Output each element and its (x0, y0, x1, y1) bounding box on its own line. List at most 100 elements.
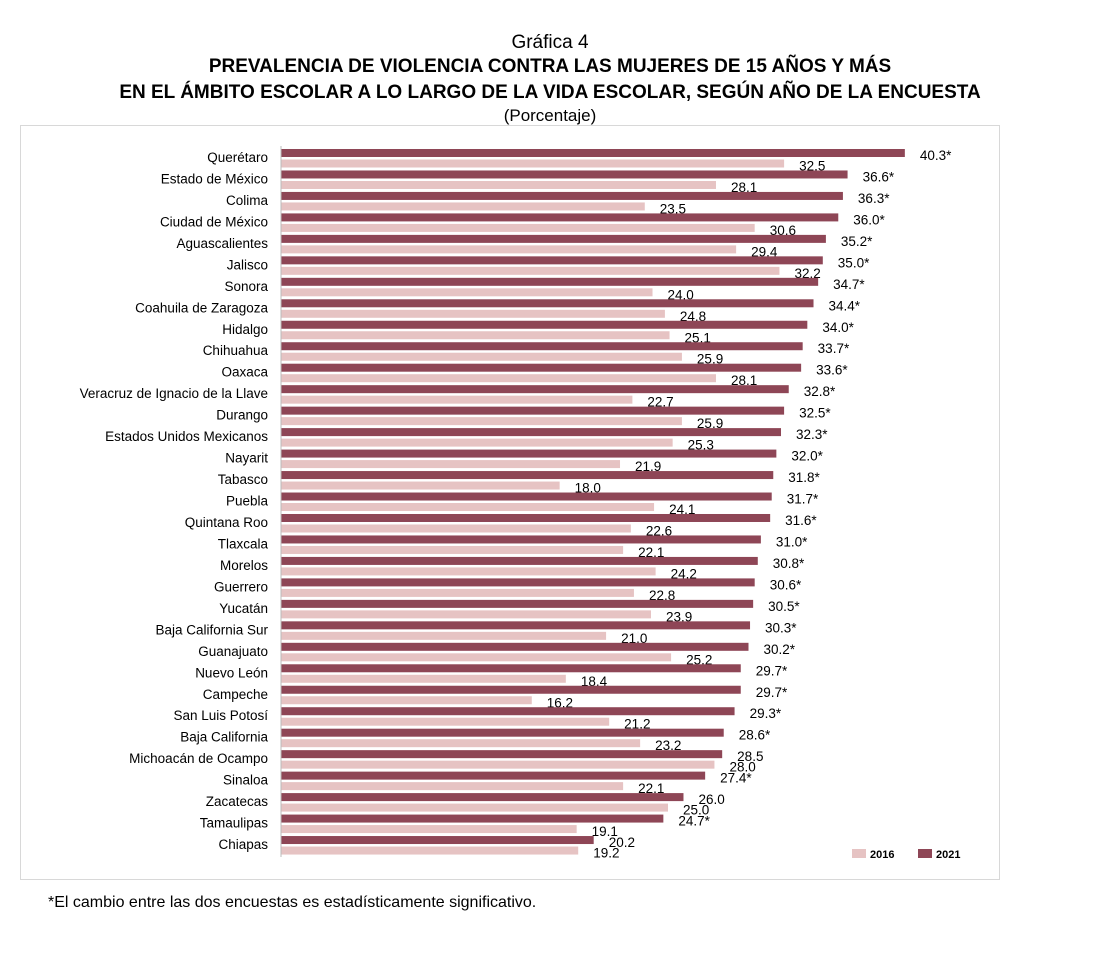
data-label-2016: 22.6 (646, 523, 672, 538)
bar-2016 (281, 653, 672, 662)
data-label-2016: 16.2 (547, 695, 573, 710)
category-label: Baja California Sur (155, 622, 268, 637)
category-label: Zacatecas (206, 794, 269, 809)
bar-2016 (281, 739, 641, 748)
category-label: Colima (226, 193, 269, 208)
bar-2016 (281, 846, 579, 855)
data-label-2021: 36.0* (853, 212, 885, 227)
legend-label-2021: 2021 (936, 849, 960, 861)
category-label: Quintana Roo (185, 515, 268, 530)
bar-2016 (281, 567, 656, 576)
data-label-2021: 36.6* (863, 169, 895, 184)
bar-2016 (281, 180, 716, 189)
data-label-2016: 23.5 (660, 201, 686, 216)
data-label-2021: 32.5* (799, 406, 831, 421)
data-label-2021: 27.4* (720, 771, 752, 786)
data-label-2021: 33.7* (818, 341, 850, 356)
data-label-2021: 30.3* (765, 620, 797, 635)
bar-2021 (281, 449, 777, 458)
bar-2016 (281, 696, 532, 705)
data-label-2021: 29.3* (750, 706, 782, 721)
category-label: Ciudad de México (160, 214, 268, 229)
data-label-2016: 23.9 (666, 609, 692, 624)
category-label: Tlaxcala (218, 536, 269, 551)
category-label: Morelos (220, 558, 268, 573)
category-label: Tamaulipas (200, 816, 269, 831)
bar-2016 (281, 245, 737, 254)
bar-2021 (281, 342, 803, 351)
data-label-2021: 40.3* (920, 148, 952, 163)
bar-2016 (281, 610, 651, 619)
data-label-2021: 35.2* (841, 234, 873, 249)
data-label-2021: 31.7* (787, 492, 819, 507)
bar-2016 (281, 460, 621, 469)
category-label: Nayarit (225, 451, 268, 466)
bar-2021 (281, 149, 905, 157)
bar-2021 (281, 406, 785, 415)
category-label: Querétaro (207, 150, 268, 165)
data-label-2016: 24.0 (668, 287, 694, 302)
category-label: Jalisco (227, 257, 268, 272)
bar-2021 (281, 213, 839, 222)
bar-2021 (281, 428, 782, 437)
data-label-2021: 30.8* (773, 556, 805, 571)
data-label-2016: 19.1 (592, 824, 618, 839)
legend-swatch-2021 (918, 849, 932, 858)
data-label-2016: 32.2 (794, 266, 820, 281)
data-label-2016: 28.0 (729, 760, 755, 775)
data-label-2021: 30.5* (768, 599, 800, 614)
data-label-2021: 26.0 (698, 792, 724, 807)
data-label-2016: 21.2 (624, 717, 650, 732)
bar-2016 (281, 309, 665, 318)
data-label-2016: 22.1 (638, 781, 664, 796)
bar-2021 (281, 750, 723, 759)
category-label: San Luis Potosí (173, 708, 268, 723)
data-label-2021: 29.7* (756, 685, 788, 700)
bar-2021 (281, 599, 754, 608)
category-label: Michoacán de Ocampo (129, 751, 268, 766)
data-label-2021: 31.6* (785, 513, 817, 528)
chart-title: Gráfica 4 (511, 32, 589, 53)
data-label-2021: 24.7* (678, 814, 710, 829)
category-label: Estados Unidos Mexicanos (105, 429, 268, 444)
chart-frame (20, 125, 1000, 880)
data-label-2016: 25.9 (697, 416, 723, 431)
bar-2016 (281, 503, 655, 512)
bar-2021 (281, 556, 758, 565)
data-label-2016: 18.0 (575, 481, 601, 496)
category-label: Veracruz de Ignacio de la Llave (80, 386, 268, 401)
data-label-2016: 22.1 (638, 545, 664, 560)
data-label-2016: 21.0 (621, 631, 647, 646)
data-label-2021: 31.0* (776, 534, 808, 549)
data-label-2021: 34.4* (829, 298, 861, 313)
data-label-2021: 34.0* (822, 320, 854, 335)
category-label: Coahuila de Zaragoza (135, 300, 268, 315)
data-label-2016: 18.4 (581, 674, 608, 689)
data-label-2016: 32.5 (799, 159, 825, 174)
category-label: Chiapas (218, 837, 268, 852)
data-label-2016: 28.1 (731, 180, 757, 195)
bar-2021 (281, 191, 843, 200)
category-label: Sonora (224, 279, 268, 294)
category-label: Puebla (226, 494, 269, 509)
data-label-2021: 29.7* (756, 663, 788, 678)
bar-2016 (281, 374, 716, 383)
category-label: Aguascalientes (176, 236, 268, 251)
unit-note: (Porcentaje) (503, 106, 597, 125)
bar-2021 (281, 621, 751, 630)
bar-2016 (281, 760, 715, 769)
bar-2021 (281, 320, 808, 329)
bar-2021 (281, 793, 684, 802)
data-label-2016: 24.8 (680, 309, 706, 324)
category-label: Sinaloa (223, 773, 269, 788)
chart-subtitle-line-1: PREVALENCIA DE VIOLENCIA CONTRA LAS MUJE… (208, 56, 892, 77)
bar-2016 (281, 417, 682, 426)
bar-2016 (281, 331, 670, 340)
data-label-2021: 32.8* (804, 384, 836, 399)
bar-2021 (281, 471, 774, 480)
category-label: Yucatán (219, 601, 268, 616)
data-label-2021: 20.2 (609, 835, 635, 850)
bar-2021 (281, 578, 755, 587)
bar-2016 (281, 782, 624, 791)
